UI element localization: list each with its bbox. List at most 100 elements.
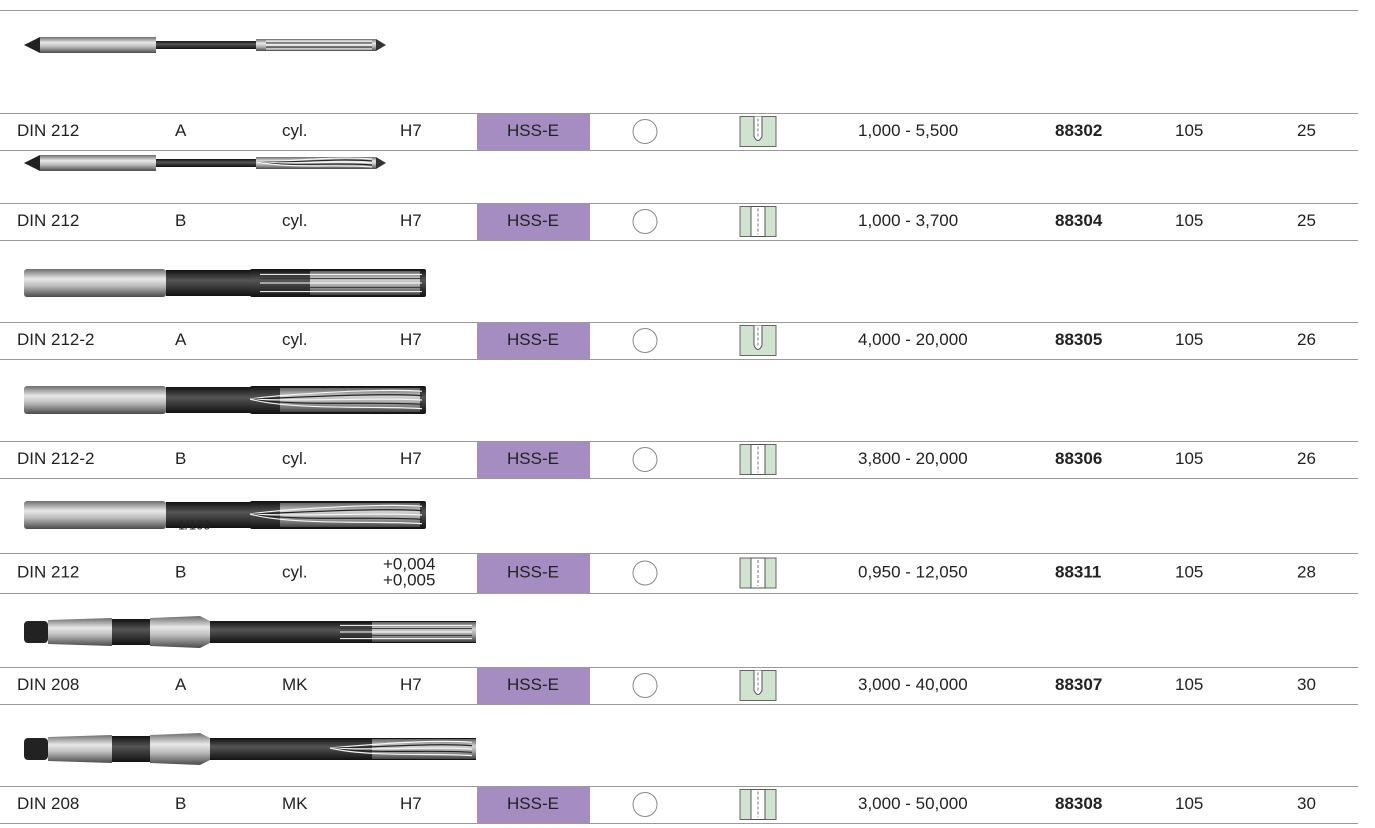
tool-neck [166,270,256,296]
flute [249,389,423,400]
form: B [175,794,186,813]
form: A [175,330,187,349]
standard: DIN 212-2 [17,449,94,468]
coating-icon [632,560,658,586]
shank: cyl. [282,121,308,140]
tool-image [24,37,386,53]
tool-shank [24,501,166,529]
page-number: 25 [1297,121,1316,140]
form: B [175,562,186,581]
material: HSS-E [507,449,559,468]
group: 105 [1175,211,1203,230]
form: A [175,675,187,694]
page-number: 30 [1297,675,1316,694]
coating-icon [632,673,658,698]
tool-image [24,386,426,414]
tolerance: H7 [400,449,422,468]
tool-neck [156,41,256,49]
tool-image [24,155,386,171]
material: HSS-E [507,330,559,349]
diameter-range: 1,000 - 5,500 [858,121,958,140]
standard: DIN 208 [17,675,79,694]
tolerance: H7 [400,794,422,813]
tool-taper [48,618,112,646]
shank: cyl. [282,330,308,349]
form: A [175,121,187,140]
diameter-range: 1,000 - 3,700 [858,211,958,230]
tool-end [376,157,386,169]
article-number: 88305 [1055,330,1102,349]
standard: DIN 212 [17,211,79,230]
diameter-range: 3,000 - 40,000 [858,675,968,694]
article-number: 88306 [1055,449,1102,468]
coating-icon [632,447,658,472]
page-number: 25 [1297,211,1316,230]
article-number: 88308 [1055,794,1102,813]
tolerance: +0,004 [383,554,435,573]
material: HSS-E [507,794,559,813]
flute [249,513,423,520]
tolerance: H7 [400,211,422,230]
shank: cyl. [282,449,308,468]
material-cell [477,787,590,823]
flute [329,740,473,749]
material-cell [477,668,590,704]
material-cell [477,204,590,240]
standard: DIN 208 [17,794,79,813]
standard: DIN 212 [17,562,79,581]
flute [249,504,423,515]
tool-tip [24,37,40,53]
tool-neck [166,387,256,413]
tool-taper [48,735,112,763]
tool-shank [40,155,156,171]
flute [249,398,423,401]
group: 105 [1175,121,1203,140]
form: B [175,211,186,230]
group: 105 [1175,562,1203,581]
tool-shank [40,37,156,53]
tool-image [24,616,476,648]
group: 105 [1175,449,1203,468]
material-cell [477,114,590,150]
flute [249,394,423,400]
page-number: 30 [1297,794,1316,813]
flute [329,747,473,750]
tool-taper [150,733,210,765]
tolerance: H7 [400,121,422,140]
group: 105 [1175,330,1203,349]
article-number: 88307 [1055,675,1102,694]
material: HSS-E [507,675,559,694]
diameter-range: 4,000 - 20,000 [858,330,968,349]
flute [329,744,473,749]
flute [329,747,473,753]
shank: cyl. [282,562,308,581]
page-number: 26 [1297,449,1316,468]
shank: MK [282,794,308,813]
form: B [175,449,186,468]
tolerance: H7 [400,675,422,694]
standard: DIN 212 [17,121,79,140]
tolerance: +0,005 [383,570,435,589]
material: HSS-E [507,562,559,581]
standard: DIN 212-2 [17,330,94,349]
taper-annotation: 1/100 [178,517,211,532]
tool-tang [24,621,48,643]
page-number: 26 [1297,330,1316,349]
tool-tang [24,738,48,760]
coating-icon [632,792,658,817]
tool-end [376,39,386,51]
tool-gap [112,619,150,645]
tool-image [24,733,476,765]
tool-tip [24,155,40,171]
page-number: 28 [1297,562,1316,581]
diameter-range: 3,000 - 50,000 [858,794,968,813]
coating-icon [632,209,658,234]
tool-neck [166,502,256,528]
group: 105 [1175,794,1203,813]
flute [249,513,423,525]
article-number: 88302 [1055,121,1102,140]
flute [249,509,423,515]
flute [249,398,423,405]
coating-icon [632,119,658,144]
